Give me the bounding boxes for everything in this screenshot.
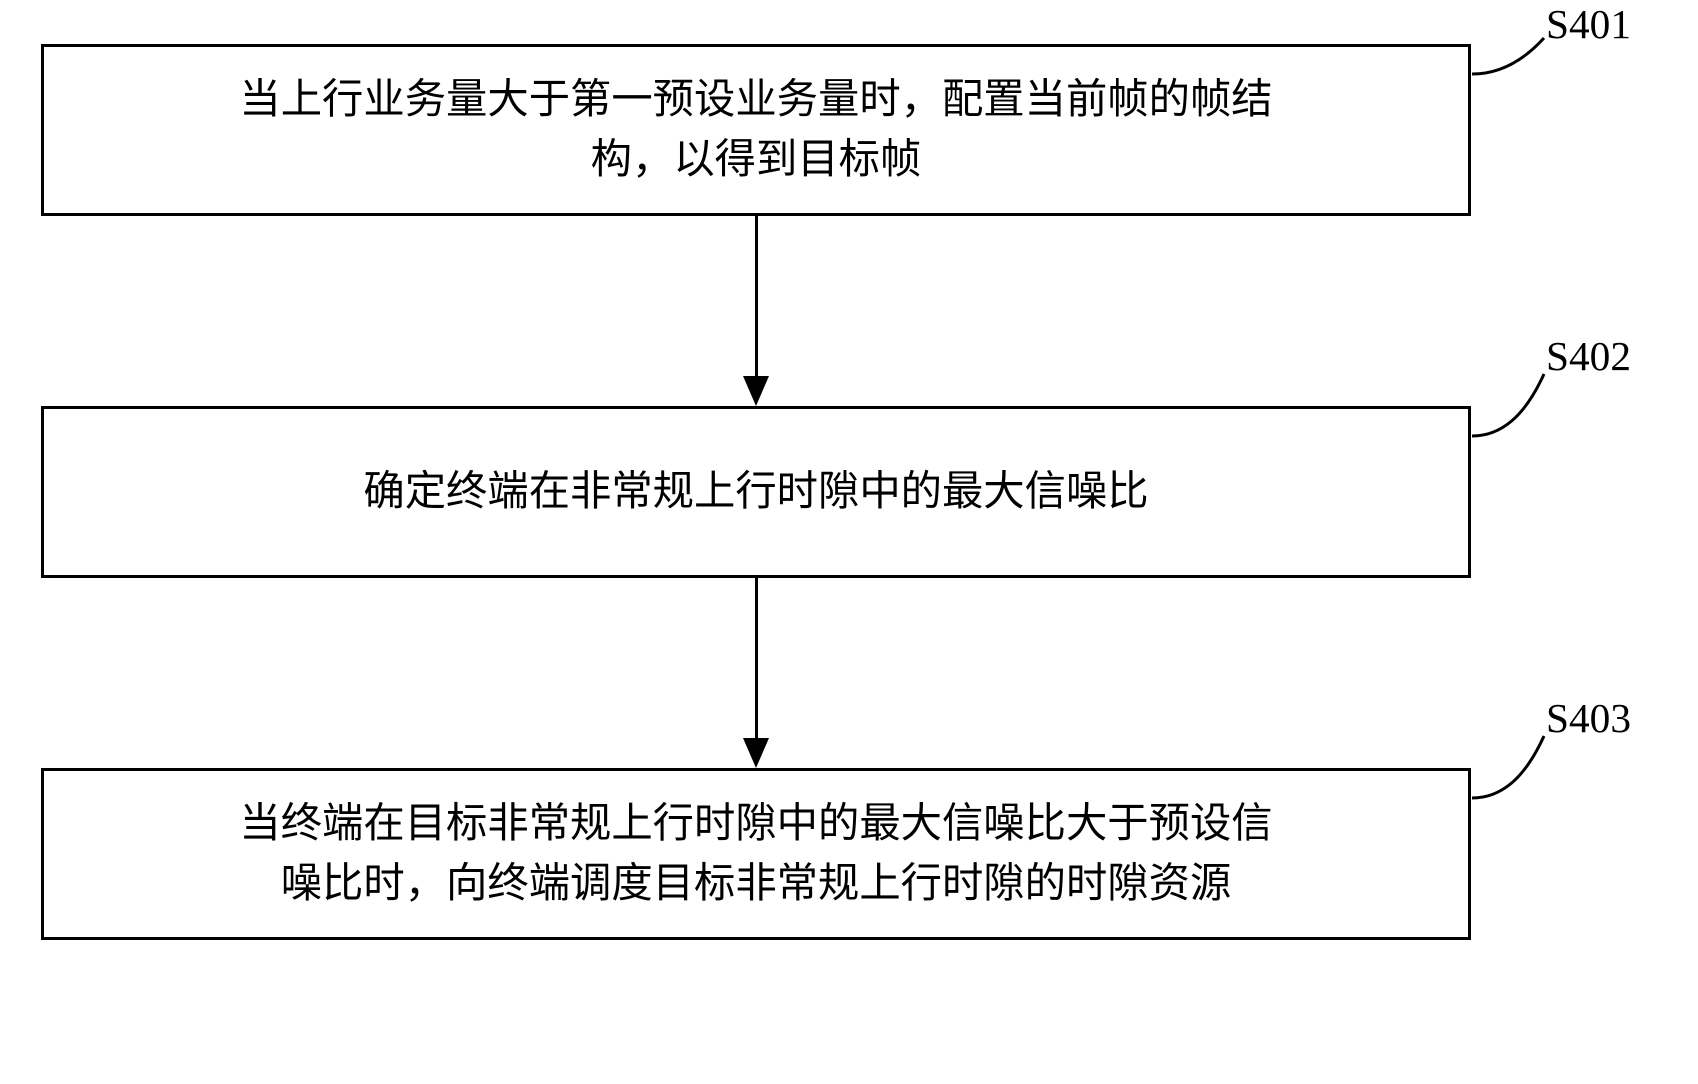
arrow-1-line	[755, 216, 758, 376]
callout-curve-3	[1472, 736, 1544, 798]
callout-connectors	[0, 0, 1698, 1084]
callout-curve-1	[1472, 38, 1544, 74]
arrow-2-head	[743, 738, 769, 768]
flowchart-canvas: 当上行业务量大于第一预设业务量时，配置当前帧的帧结 构，以得到目标帧 确定终端在…	[0, 0, 1698, 1084]
callout-curve-2	[1472, 374, 1544, 436]
arrow-2-line	[755, 578, 758, 738]
arrow-1-head	[743, 376, 769, 406]
